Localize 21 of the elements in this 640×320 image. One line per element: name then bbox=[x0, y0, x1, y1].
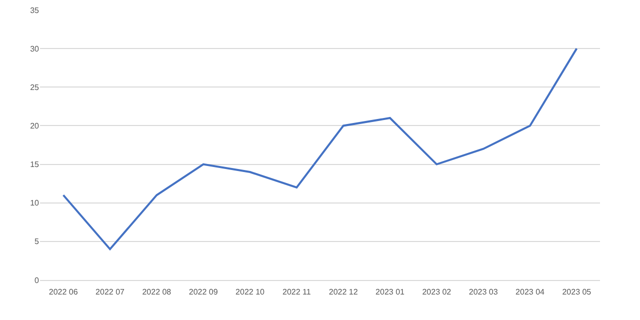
y-tick-label: 0 bbox=[34, 276, 40, 285]
x-tick-label: 2023 02 bbox=[422, 288, 452, 297]
y-tick-label: 5 bbox=[34, 237, 40, 246]
y-tick-label: 30 bbox=[30, 44, 40, 54]
x-tick-label: 2022 06 bbox=[48, 288, 78, 297]
y-tick-label: 35 bbox=[30, 6, 40, 15]
x-tick-label: 2022 10 bbox=[236, 288, 266, 297]
y-tick-label: 20 bbox=[30, 122, 40, 131]
x-tick-label: 2022 12 bbox=[328, 288, 358, 297]
x-tick-label: 2023 04 bbox=[516, 288, 546, 297]
x-tick-label: 2023 01 bbox=[376, 288, 406, 297]
line-series bbox=[62, 48, 578, 250]
x-tick-label: 2022 09 bbox=[188, 288, 218, 297]
y-tick-label: 15 bbox=[30, 160, 40, 170]
x-tick-label: 2023 05 bbox=[562, 288, 592, 297]
x-tick-label: 2022 07 bbox=[96, 288, 126, 297]
x-tick-label: 2022 08 bbox=[142, 288, 172, 297]
y-tick-label: 25 bbox=[30, 82, 40, 92]
x-tick-label: 2023 03 bbox=[468, 288, 498, 297]
y-tick-label: 10 bbox=[30, 198, 40, 208]
x-tick-label: 2022 11 bbox=[282, 288, 312, 297]
